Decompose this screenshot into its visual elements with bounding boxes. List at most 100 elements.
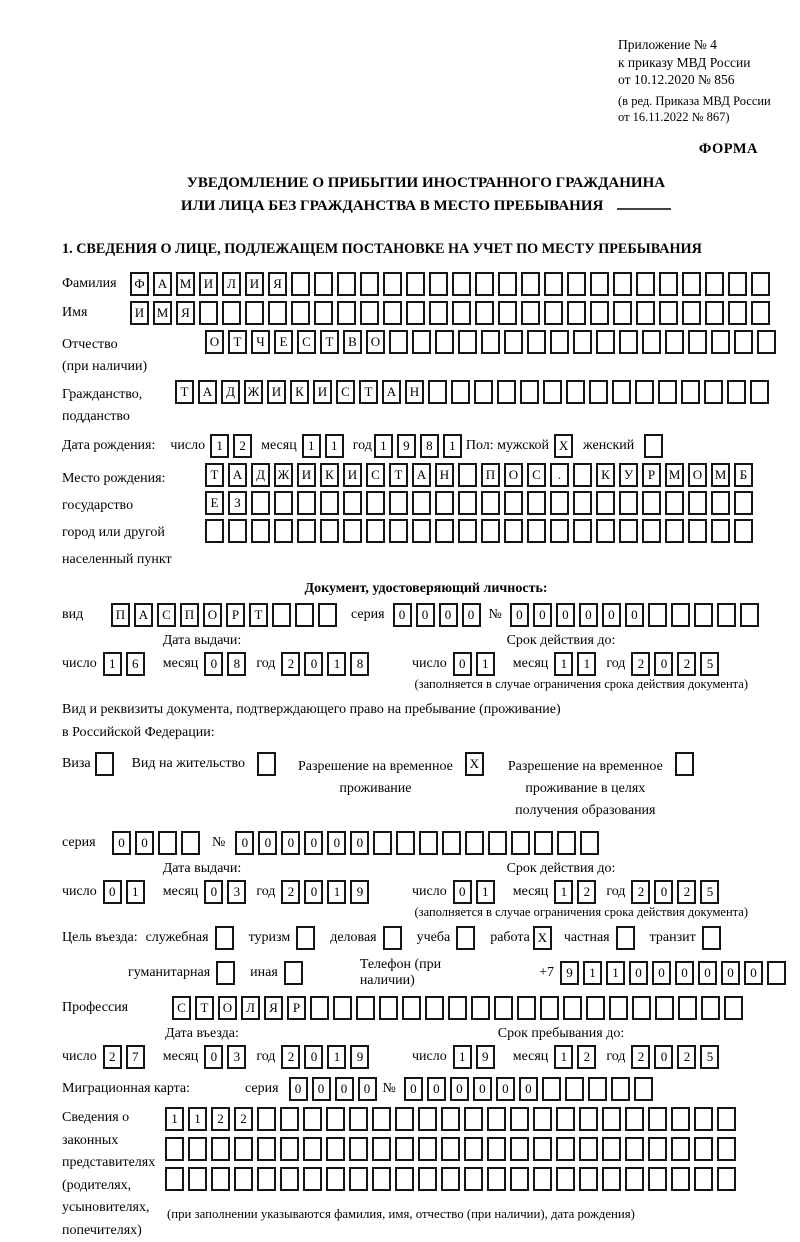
- char-box[interactable]: [678, 996, 697, 1021]
- char-box[interactable]: С: [527, 463, 546, 488]
- char-box[interactable]: [642, 519, 661, 544]
- char-box[interactable]: [498, 301, 517, 326]
- char-box[interactable]: 1: [102, 652, 122, 677]
- char-box[interactable]: [579, 1167, 598, 1192]
- char-box[interactable]: [297, 519, 316, 544]
- char-box[interactable]: [694, 1107, 713, 1132]
- char-box[interactable]: [383, 272, 402, 297]
- char-box[interactable]: [767, 961, 786, 986]
- char-box[interactable]: 9: [350, 880, 370, 905]
- char-box[interactable]: А: [228, 463, 247, 488]
- char-box[interactable]: [728, 272, 747, 297]
- char-box[interactable]: [181, 831, 200, 856]
- char-box[interactable]: Я: [264, 996, 283, 1021]
- char-box[interactable]: 1: [583, 961, 602, 986]
- char-box[interactable]: А: [412, 463, 431, 488]
- char-box[interactable]: [406, 272, 425, 297]
- char-box[interactable]: [419, 831, 439, 856]
- char-box[interactable]: М: [711, 463, 730, 488]
- char-box[interactable]: [452, 301, 471, 326]
- char-box[interactable]: [504, 519, 523, 544]
- char-box[interactable]: А: [134, 603, 153, 628]
- char-box[interactable]: [216, 961, 236, 986]
- char-box[interactable]: [563, 996, 582, 1021]
- char-box[interactable]: Ф: [130, 272, 149, 297]
- char-box[interactable]: [625, 1107, 644, 1132]
- char-box[interactable]: [694, 1137, 713, 1162]
- char-box[interactable]: 0: [258, 831, 278, 856]
- char-box[interactable]: 0: [452, 652, 472, 677]
- char-box[interactable]: [234, 1137, 253, 1162]
- char-box[interactable]: Л: [222, 272, 241, 297]
- checkbox-business[interactable]: [214, 926, 238, 951]
- char-box[interactable]: [567, 301, 586, 326]
- char-box[interactable]: [418, 1107, 437, 1132]
- char-box[interactable]: Я: [176, 301, 195, 326]
- char-box[interactable]: Л: [241, 996, 260, 1021]
- char-box[interactable]: [517, 996, 536, 1021]
- char-box[interactable]: 0: [698, 961, 717, 986]
- char-box[interactable]: [356, 996, 375, 1021]
- char-box[interactable]: [751, 301, 770, 326]
- char-box[interactable]: [636, 301, 655, 326]
- char-box[interactable]: [320, 519, 339, 544]
- checkbox-temp-permit-edu[interactable]: [674, 752, 698, 777]
- char-box[interactable]: [580, 831, 600, 856]
- char-box[interactable]: 1: [442, 434, 462, 459]
- char-box[interactable]: О: [218, 996, 237, 1021]
- legal-reps-row2-boxes[interactable]: [165, 1137, 740, 1162]
- char-box[interactable]: [487, 1137, 506, 1162]
- char-box[interactable]: [642, 330, 661, 355]
- char-box[interactable]: И: [267, 380, 286, 405]
- char-box[interactable]: 1: [475, 652, 495, 677]
- char-box[interactable]: [464, 1107, 483, 1132]
- char-box[interactable]: 0: [357, 1077, 377, 1102]
- char-box[interactable]: [688, 330, 707, 355]
- char-box[interactable]: [613, 301, 632, 326]
- char-box[interactable]: [711, 519, 730, 544]
- char-box[interactable]: [366, 491, 385, 516]
- char-box[interactable]: Д: [251, 463, 270, 488]
- char-box[interactable]: [158, 831, 177, 856]
- char-box[interactable]: [464, 1137, 483, 1162]
- char-box[interactable]: [717, 1167, 736, 1192]
- char-box[interactable]: [750, 380, 769, 405]
- char-box[interactable]: К: [290, 380, 309, 405]
- char-box[interactable]: 0: [744, 961, 763, 986]
- char-box[interactable]: [625, 1167, 644, 1192]
- char-box[interactable]: П: [180, 603, 199, 628]
- char-box[interactable]: 9: [560, 961, 579, 986]
- char-box[interactable]: [412, 491, 431, 516]
- char-box[interactable]: И: [130, 301, 149, 326]
- char-box[interactable]: 0: [438, 603, 458, 628]
- char-box[interactable]: 0: [675, 961, 694, 986]
- char-box[interactable]: Т: [359, 380, 378, 405]
- char-box[interactable]: [337, 272, 356, 297]
- char-box[interactable]: М: [176, 272, 195, 297]
- char-box[interactable]: 0: [204, 652, 224, 677]
- char-box[interactable]: [406, 301, 425, 326]
- char-box[interactable]: [670, 603, 690, 628]
- char-box[interactable]: [613, 272, 632, 297]
- char-box[interactable]: [314, 301, 333, 326]
- char-box[interactable]: [349, 1107, 368, 1132]
- char-box[interactable]: А: [382, 380, 401, 405]
- char-box[interactable]: О: [504, 463, 523, 488]
- char-box[interactable]: [494, 996, 513, 1021]
- char-box[interactable]: [441, 1137, 460, 1162]
- checkbox-male[interactable]: X: [554, 434, 577, 459]
- char-box[interactable]: 0: [624, 603, 644, 628]
- char-box[interactable]: [372, 1137, 391, 1162]
- char-box[interactable]: 0: [426, 1077, 446, 1102]
- char-box[interactable]: 0: [654, 652, 674, 677]
- char-box[interactable]: 8: [227, 652, 247, 677]
